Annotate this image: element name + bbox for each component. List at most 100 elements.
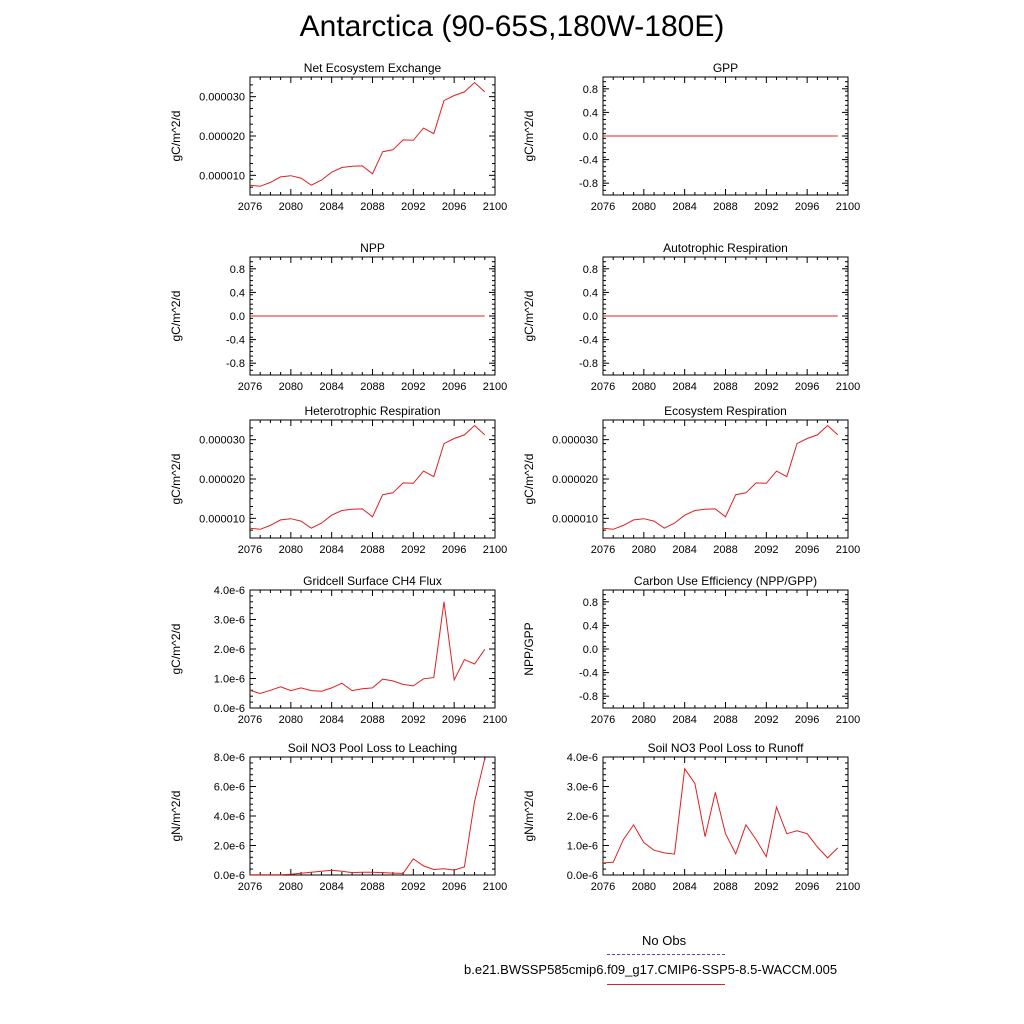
- y-tick-label: -0.8: [579, 178, 598, 190]
- y-tick-label: -0.4: [226, 335, 245, 347]
- x-tick-label: 2100: [483, 201, 507, 213]
- x-tick-label: 2088: [360, 544, 384, 556]
- series-line: [249, 81, 486, 187]
- chart-panel-3: NPP gC/m^2/d 2076 2080 2084 2088 2092 2096 2100 -…: [169, 241, 507, 393]
- y-tick-label: -0.4: [579, 335, 598, 347]
- y-tick-label: 0.0: [583, 644, 598, 656]
- y-tick-label: 0.000020: [199, 131, 245, 143]
- x-tick-label: 2096: [442, 881, 466, 893]
- chart-title: Soil NO3 Pool Loss to Runoff: [648, 741, 805, 755]
- y-tick-label: 0.000010: [552, 513, 598, 525]
- x-tick-label: 2088: [360, 881, 384, 893]
- y-tick-label: 0.8: [583, 84, 598, 96]
- y-tick-label: 0.000030: [552, 435, 598, 447]
- y-tick-label: 0.0e-6: [214, 703, 245, 715]
- chart-panel-7: Gridcell Surface CH4 Flux gC/m^2/d 2076 208…: [169, 574, 507, 726]
- x-tick-label: 2096: [795, 381, 819, 393]
- y-tick-label: 4.0e-6: [567, 752, 598, 764]
- chart-title: Soil NO3 Pool Loss to Leaching: [288, 741, 457, 755]
- series-line: [602, 767, 839, 864]
- x-tick-label: 2084: [672, 544, 696, 556]
- x-tick-label: 2092: [401, 381, 425, 393]
- y-tick-label: 0.000020: [199, 474, 245, 486]
- x-tick-label: 2076: [238, 881, 262, 893]
- chart-title: Heterotrophic Respiration: [304, 404, 440, 418]
- x-tick-label: 2080: [279, 201, 303, 213]
- chart-panel-8: Carbon Use Efficiency (NPP/GPP) NPP/GPP 20…: [522, 574, 860, 726]
- x-tick-label: 2088: [360, 201, 384, 213]
- series-line: [602, 424, 839, 530]
- y-tick-label: 0.000010: [199, 170, 245, 182]
- chart-title: NPP: [360, 241, 385, 255]
- x-tick-label: 2080: [279, 714, 303, 726]
- y-axis-label: gN/m^2/d: [169, 791, 183, 842]
- y-axis-label: gC/m^2/d: [169, 454, 183, 505]
- series-line: [250, 758, 486, 876]
- x-tick-label: 2076: [591, 544, 615, 556]
- x-tick-label: 2096: [795, 714, 819, 726]
- y-tick-label: 0.0: [230, 311, 245, 323]
- x-tick-label: 2084: [319, 201, 343, 213]
- x-tick-label: 2100: [483, 881, 507, 893]
- x-tick-label: 2088: [713, 714, 737, 726]
- x-tick-label: 2100: [483, 714, 507, 726]
- chart-panel-5: Heterotrophic Respiration gC/m^2/d 2076 208…: [169, 404, 507, 556]
- chart-panel-2: GPP gC/m^2/d 2076 2080 2084 2088 2092 2096 2100 -…: [522, 61, 860, 213]
- y-tick-label: 1.0e-6: [214, 674, 245, 686]
- y-tick-label: 0.0: [583, 311, 598, 323]
- x-tick-label: 2080: [279, 381, 303, 393]
- x-tick-label: 2080: [632, 381, 656, 393]
- x-tick-label: 2076: [238, 201, 262, 213]
- chart-panel-4: Autotrophic Respiration gC/m^2/d 2076 2080 2…: [522, 241, 860, 393]
- x-tick-label: 2100: [836, 381, 860, 393]
- y-tick-label: 0.8: [583, 264, 598, 276]
- x-tick-label: 2080: [632, 544, 656, 556]
- x-tick-label: 2080: [279, 881, 303, 893]
- y-tick-label: -0.4: [579, 155, 598, 167]
- series-line: [249, 424, 486, 530]
- x-tick-label: 2092: [754, 381, 778, 393]
- x-tick-label: 2080: [279, 544, 303, 556]
- y-tick-label: 0.4: [583, 107, 598, 119]
- x-tick-label: 2084: [672, 714, 696, 726]
- x-tick-label: 2100: [483, 381, 507, 393]
- y-axis-label: gC/m^2/d: [169, 291, 183, 342]
- x-tick-label: 2096: [442, 381, 466, 393]
- x-tick-label: 2080: [632, 201, 656, 213]
- x-tick-label: 2100: [836, 544, 860, 556]
- x-tick-label: 2088: [360, 714, 384, 726]
- y-tick-label: 3.0e-6: [214, 615, 245, 627]
- x-tick-label: 2096: [442, 201, 466, 213]
- series-line: [249, 601, 486, 695]
- y-tick-label: -0.8: [579, 691, 598, 703]
- y-tick-label: 0.000020: [552, 474, 598, 486]
- y-tick-label: 0.4: [230, 287, 245, 299]
- y-axis-label: gC/m^2/d: [522, 454, 536, 505]
- plot-frame: [249, 419, 496, 539]
- x-tick-label: 2080: [632, 714, 656, 726]
- y-tick-label: 2.0e-6: [214, 644, 245, 656]
- y-axis-label: gC/m^2/d: [169, 624, 183, 675]
- y-axis-label: NPP/GPP: [522, 622, 536, 675]
- chart-title: Net Ecosystem Exchange: [304, 61, 442, 75]
- x-tick-label: 2092: [754, 201, 778, 213]
- x-tick-label: 2084: [672, 381, 696, 393]
- x-tick-label: 2088: [713, 381, 737, 393]
- y-axis-label: gC/m^2/d: [169, 111, 183, 162]
- x-tick-label: 2088: [713, 201, 737, 213]
- x-tick-label: 2096: [442, 714, 466, 726]
- x-tick-label: 2096: [795, 544, 819, 556]
- x-tick-label: 2092: [401, 544, 425, 556]
- y-tick-label: 0.8: [230, 264, 245, 276]
- x-tick-label: 2088: [713, 881, 737, 893]
- x-tick-label: 2084: [319, 381, 343, 393]
- y-tick-label: 0.000030: [199, 435, 245, 447]
- x-tick-label: 2100: [836, 881, 860, 893]
- x-tick-label: 2092: [401, 714, 425, 726]
- x-tick-label: 2088: [713, 544, 737, 556]
- plot-frame: [249, 756, 496, 876]
- x-tick-label: 2100: [836, 714, 860, 726]
- y-tick-label: 0.0: [583, 131, 598, 143]
- chart-panel-6: Ecosystem Respiration gC/m^2/d 2076 2080 208…: [522, 404, 860, 556]
